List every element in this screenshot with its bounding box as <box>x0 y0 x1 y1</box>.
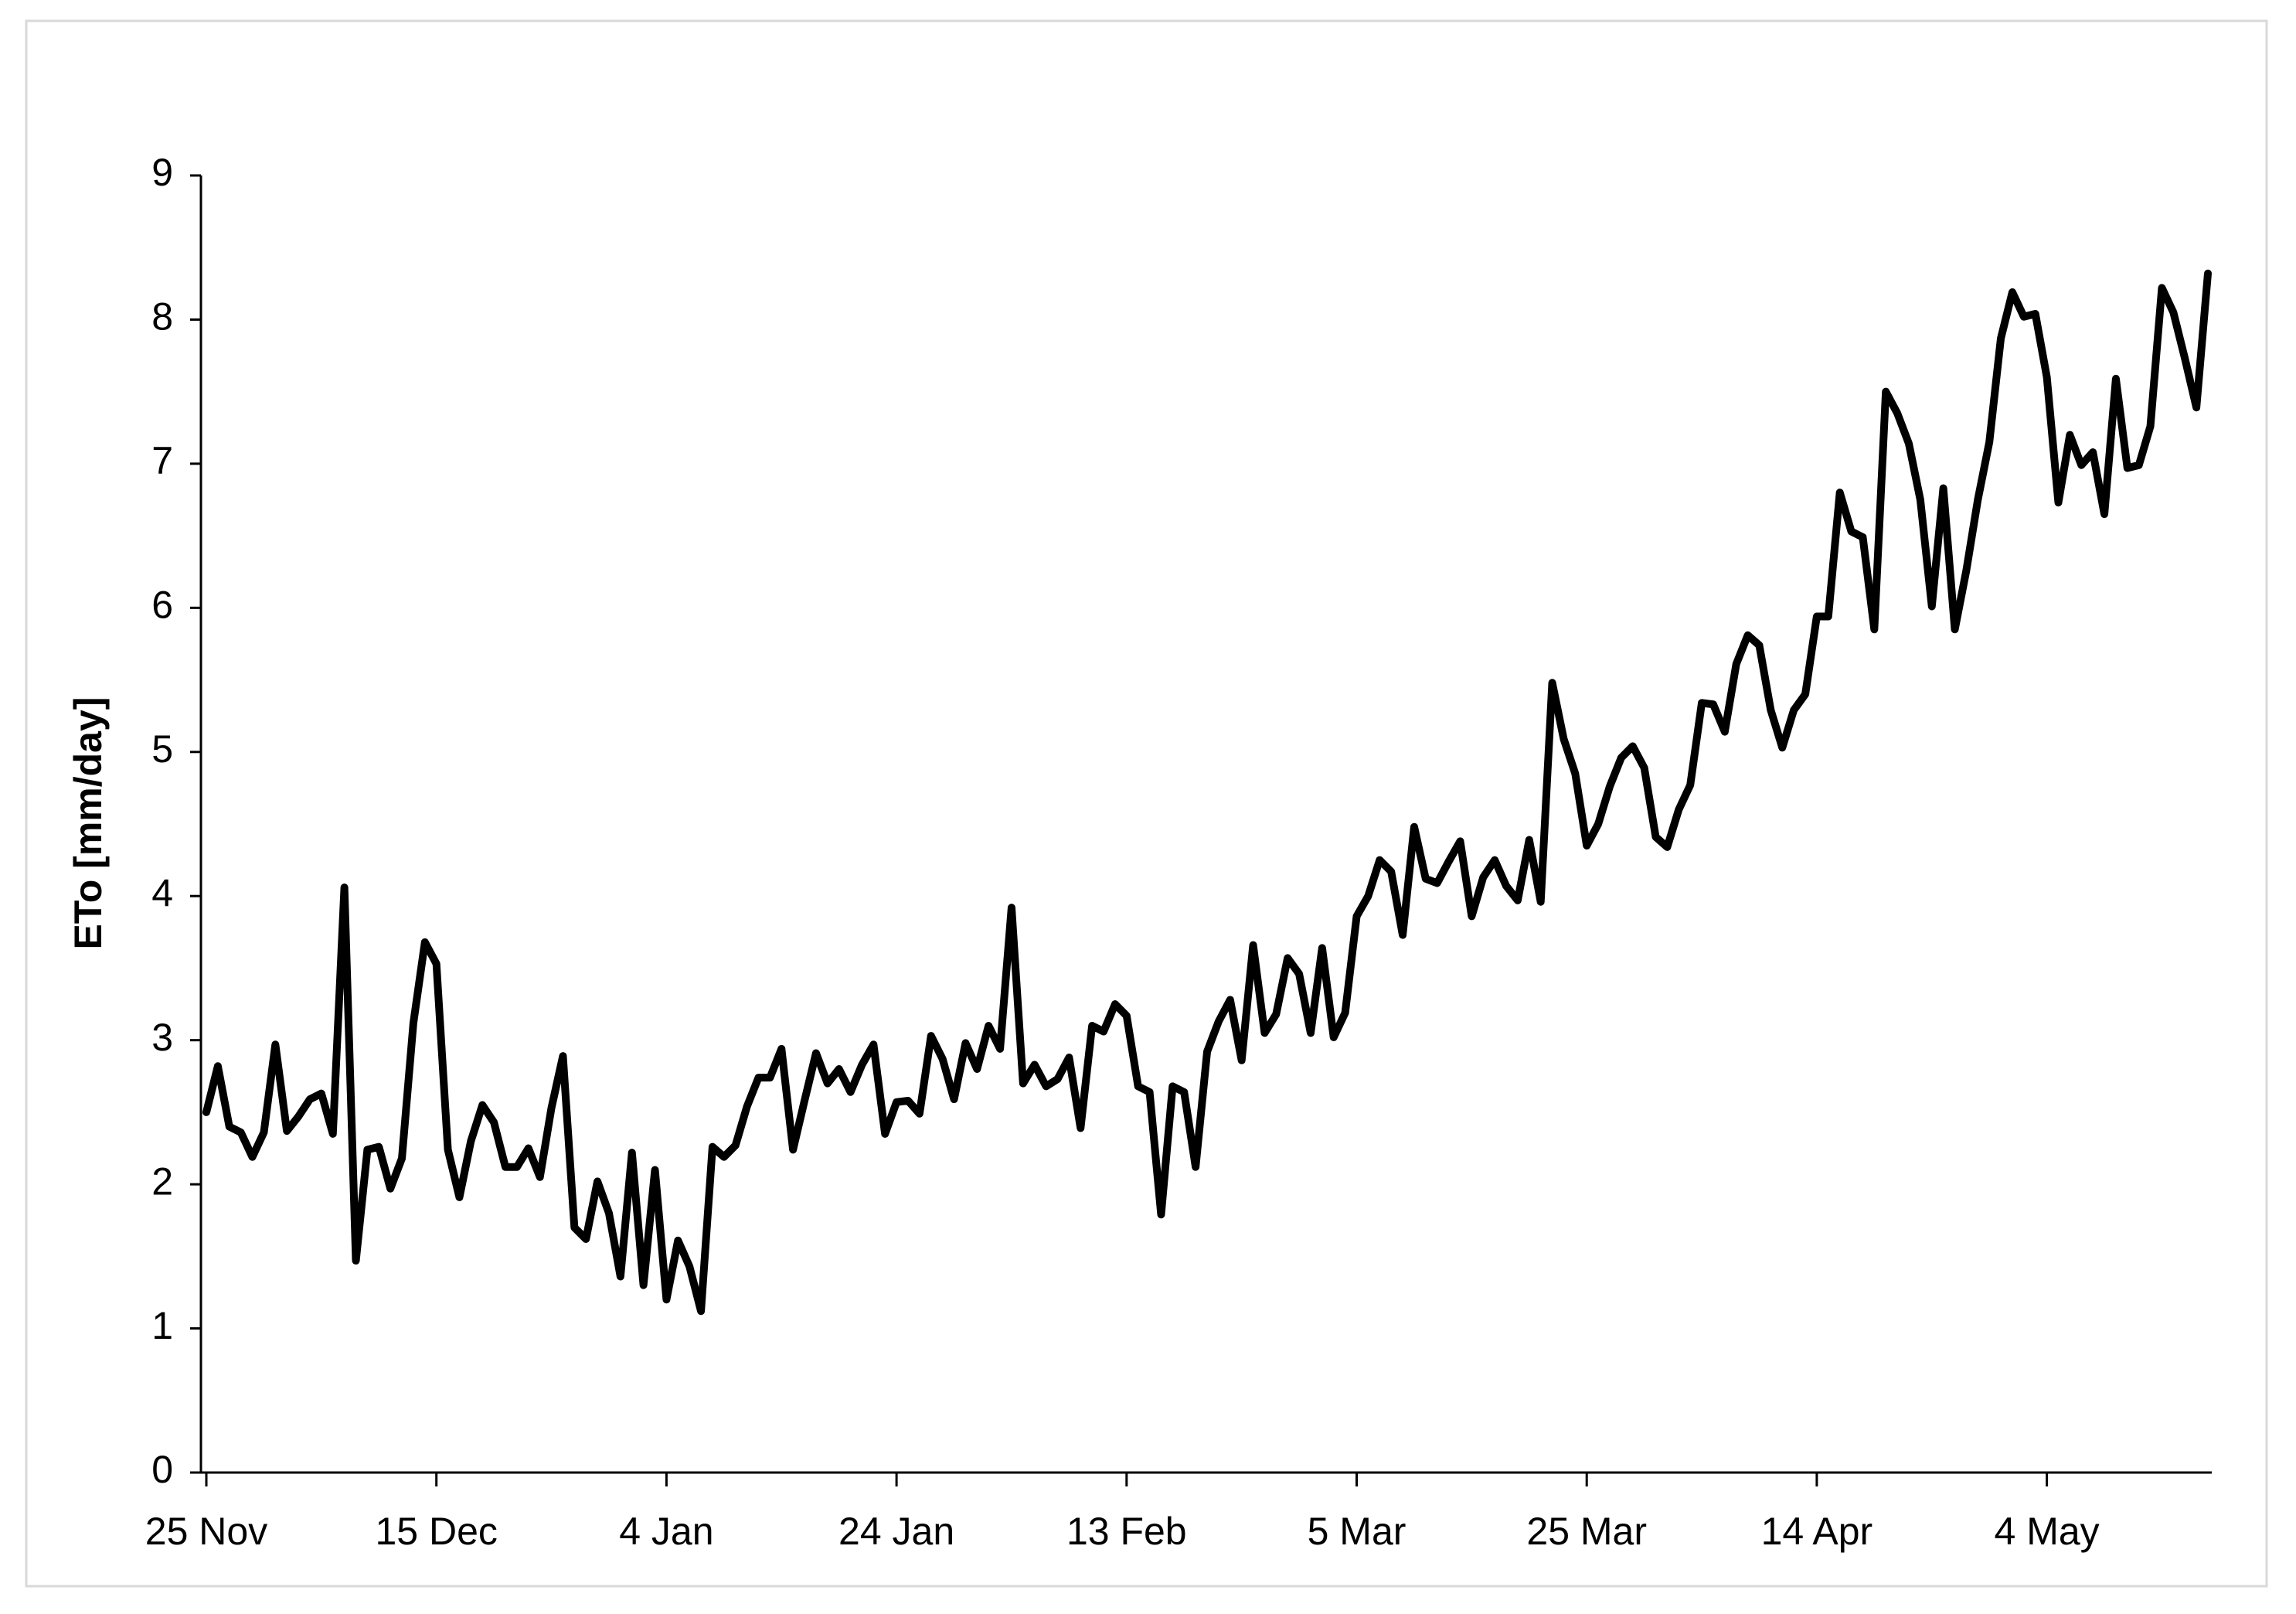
x-tick-label: 24 Jan <box>838 1510 954 1553</box>
x-tick-label: 13 Feb <box>1066 1510 1187 1553</box>
x-tick-label: 25 Mar <box>1526 1510 1647 1553</box>
y-tick-label: 7 <box>151 439 173 482</box>
chart-border <box>25 19 2268 1588</box>
data-line <box>202 269 2212 1316</box>
y-tick-label: 1 <box>151 1304 173 1347</box>
y-tick-label: 5 <box>151 727 173 771</box>
x-tick-label: 25 Nov <box>145 1510 267 1553</box>
x-tick-label: 4 Jan <box>619 1510 713 1553</box>
y-tick-label: 4 <box>151 871 173 914</box>
y-tick-label: 0 <box>151 1448 173 1491</box>
y-tick-label: 8 <box>151 295 173 339</box>
y-tick-label: 3 <box>151 1016 173 1059</box>
x-tick-label: 5 Mar <box>1308 1510 1407 1553</box>
x-tick-label: 14 Apr <box>1761 1510 1873 1553</box>
y-axis-title: ETo [mm/day] <box>66 697 110 950</box>
x-tick-label: 4 May <box>1995 1510 2100 1553</box>
x-tick-label: 15 Dec <box>375 1510 497 1553</box>
y-tick-label: 6 <box>151 584 173 627</box>
y-tick-label: 9 <box>151 151 173 194</box>
y-tick-label: 2 <box>151 1159 173 1203</box>
